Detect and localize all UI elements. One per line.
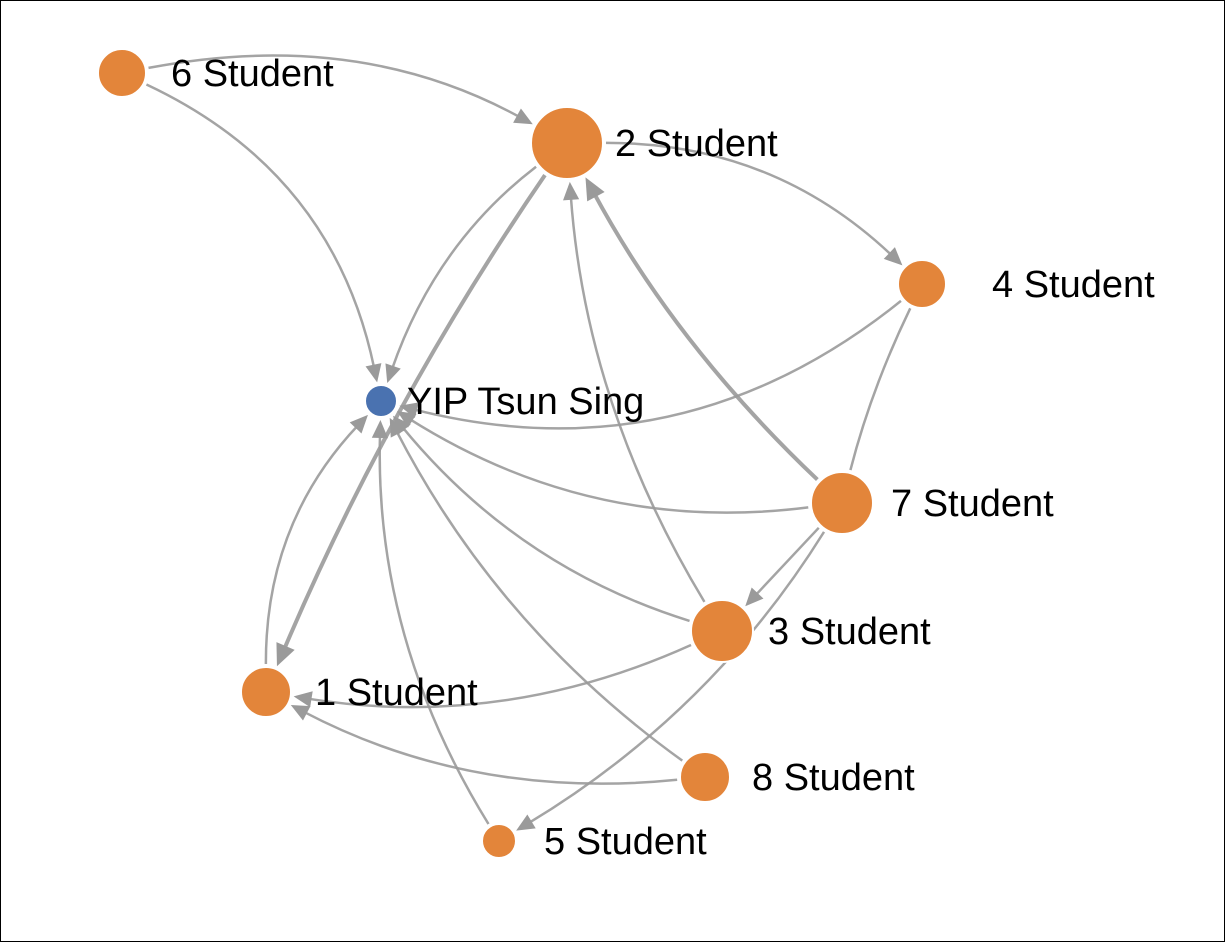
edge-6-to-yip: [145, 83, 376, 369]
node-circle[interactable]: [97, 48, 147, 98]
node-6[interactable]: 6 Student: [97, 48, 334, 98]
edge-8-to-yip: [395, 430, 684, 762]
arrowhead-6-to-2: [513, 108, 533, 125]
arrowhead-2-to-1: [276, 642, 295, 667]
node-3[interactable]: 3 Student: [690, 599, 931, 663]
edge-3-to-yip: [401, 426, 690, 623]
arrowhead-1-to-yip: [349, 414, 368, 434]
node-label: 7 Student: [891, 483, 1054, 525]
edge-7-to-5: [527, 531, 826, 825]
arrowhead-3-to-1: [293, 691, 313, 708]
arrowhead-5-to-yip: [371, 419, 389, 439]
edge-5-to-yip: [378, 434, 490, 825]
edge-3-to-1: [307, 643, 692, 709]
node-2[interactable]: 2 Student: [530, 106, 778, 180]
node-circle[interactable]: [690, 599, 754, 663]
node-circle[interactable]: [530, 106, 604, 180]
node-8[interactable]: 8 Student: [679, 751, 915, 803]
edge-4-to-7: [849, 307, 912, 471]
node-5[interactable]: 5 Student: [481, 821, 707, 863]
node-circle[interactable]: [481, 823, 517, 859]
node-label: YIP Tsun Sing: [407, 381, 644, 423]
node-circle[interactable]: [810, 471, 874, 535]
node-yip[interactable]: YIP Tsun Sing: [364, 381, 644, 423]
node-label: 1 Student: [315, 672, 478, 714]
node-label: 8 Student: [752, 757, 915, 799]
node-label: 4 Student: [992, 264, 1155, 306]
node-7[interactable]: 7 Student: [810, 471, 1054, 535]
arrowhead-3-to-2: [563, 181, 580, 201]
edge-7-to-yip: [408, 417, 809, 514]
edge-7-to-3: [754, 526, 820, 597]
edge-6-to-2: [148, 54, 521, 119]
node-label: 3 Student: [768, 611, 931, 653]
edge-1-to-yip: [264, 424, 359, 665]
node-label: 2 Student: [615, 123, 778, 165]
arrowhead-8-to-1: [290, 704, 311, 721]
node-circle[interactable]: [679, 751, 731, 803]
node-circle[interactable]: [240, 666, 292, 718]
edge-3-to-2: [569, 196, 706, 603]
arrowhead-7-to-2: [585, 177, 605, 202]
arrowhead-6-to-yip: [365, 363, 382, 383]
edge-2-to-yip: [390, 165, 537, 370]
edge-7-to-2: [592, 191, 819, 482]
node-label: 6 Student: [171, 53, 334, 95]
edge-8-to-1: [302, 710, 678, 785]
arrowhead-8-to-yip: [389, 417, 406, 438]
edge-2-to-4: [605, 141, 893, 257]
arrowhead-7-to-5: [516, 814, 536, 831]
node-4[interactable]: 4 Student: [897, 259, 1155, 309]
arrowhead-7-to-yip: [397, 411, 417, 428]
arrowhead-2-to-yip: [385, 363, 401, 384]
node-circle[interactable]: [364, 384, 398, 418]
edge-4-to-yip: [413, 299, 902, 430]
node-circle[interactable]: [897, 259, 947, 309]
arrowhead-7-to-3: [745, 587, 764, 607]
node-label: 5 Student: [544, 821, 707, 863]
node-1[interactable]: 1 Student: [240, 666, 478, 718]
arrowhead-2-to-4: [883, 247, 903, 266]
